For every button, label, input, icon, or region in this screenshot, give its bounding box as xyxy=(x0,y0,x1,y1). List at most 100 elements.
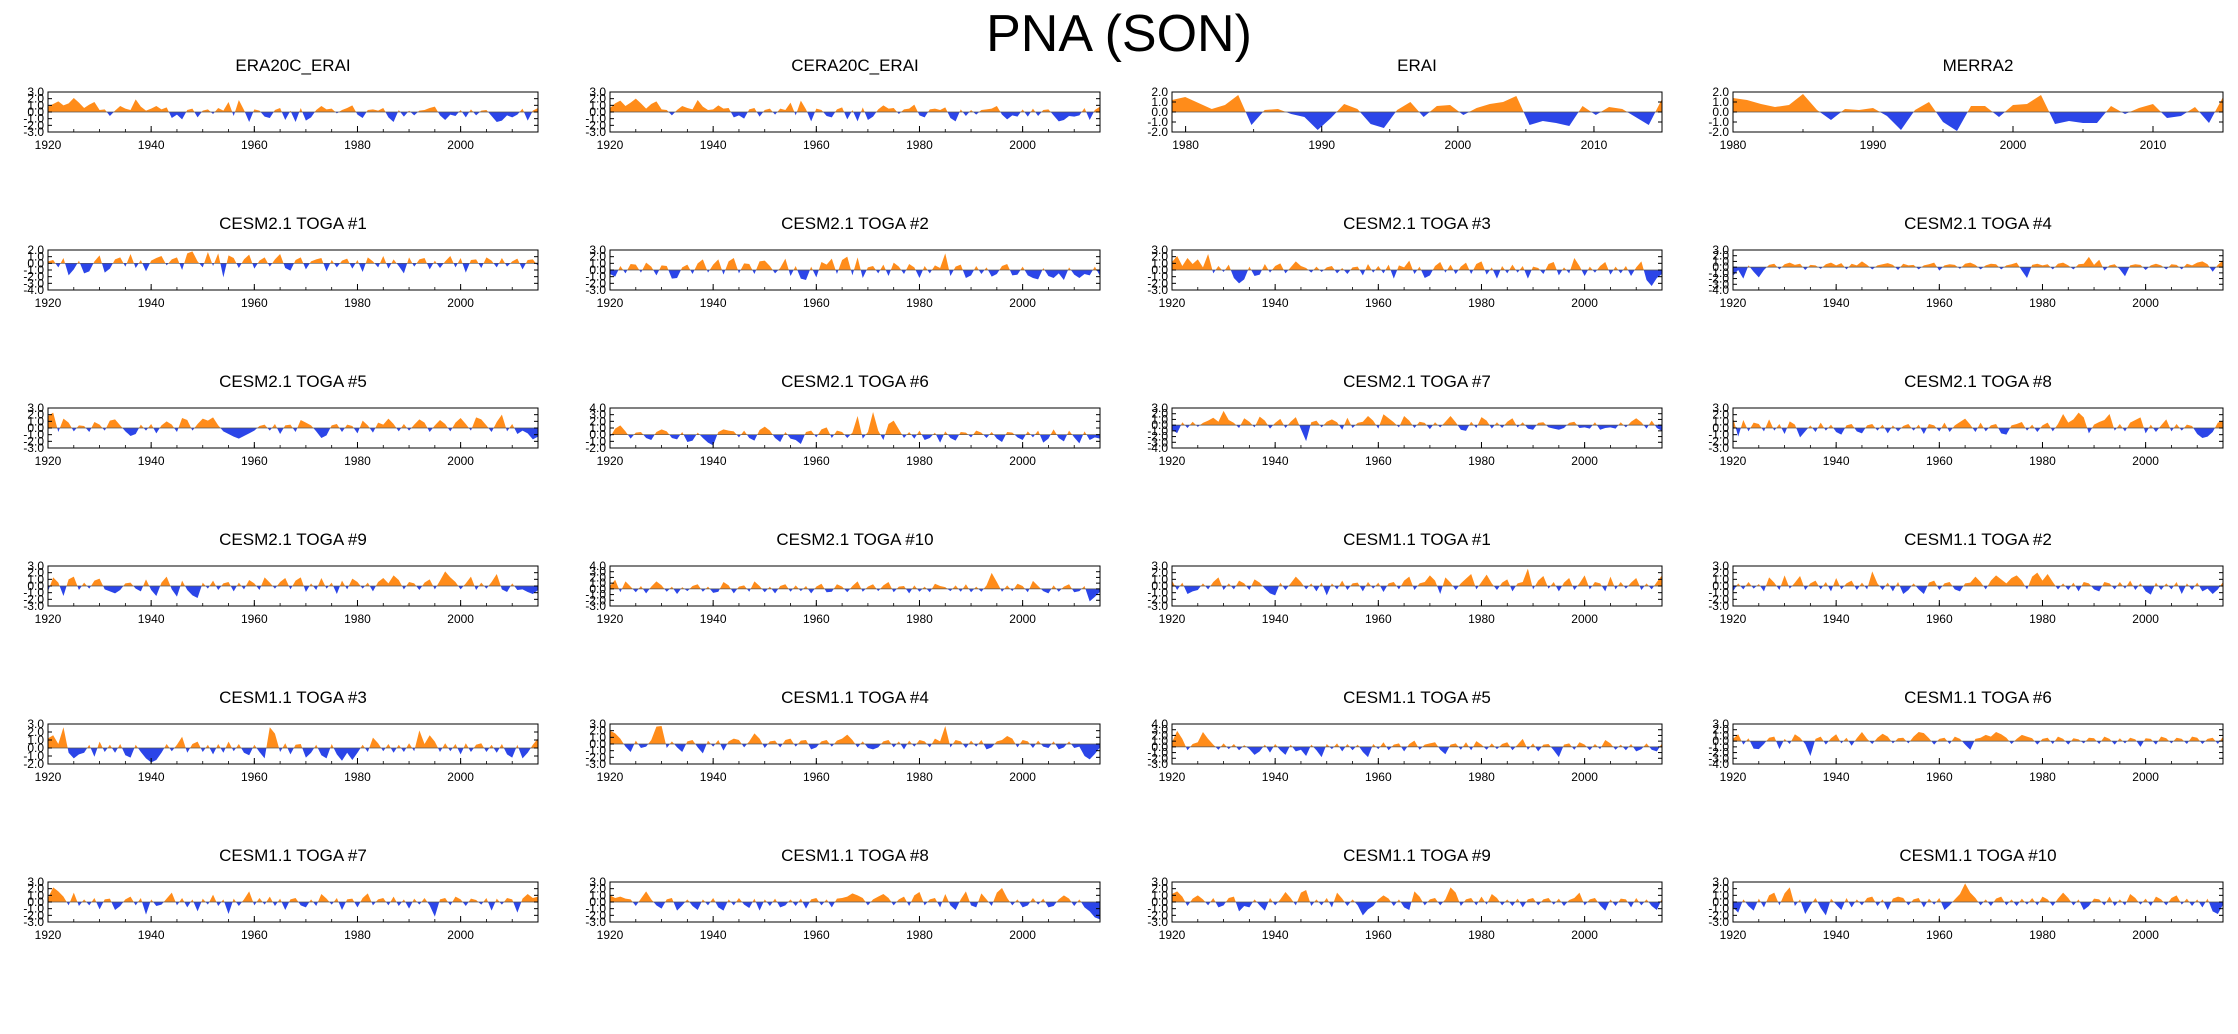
x-tick-label: 1960 xyxy=(1365,612,1392,626)
x-tick-label: 2000 xyxy=(2132,612,2159,626)
y-tick-label: -2.0 xyxy=(1147,430,1168,444)
x-tick-label: 2010 xyxy=(2140,138,2167,152)
y-tick-label: 0.0 xyxy=(1151,895,1168,909)
chart-svg: CESM2.1 TOGA #2 -3.0-2.0-1.00.01.02.03.0 1… xyxy=(585,214,1101,310)
panel-title: CESM2.1 TOGA #5 xyxy=(219,372,367,391)
y-tick-label: -1.0 xyxy=(1147,586,1168,600)
y-tick-label: 0.0 xyxy=(1712,895,1729,909)
x-tick-label: 1960 xyxy=(803,138,830,152)
y-tick-label: 3.0 xyxy=(1151,401,1168,415)
x-tick-label: 1960 xyxy=(241,612,268,626)
x-tick-label: 1980 xyxy=(1468,928,1495,942)
y-tick-label: -2.0 xyxy=(1147,592,1168,606)
y-tick-label: -2.0 xyxy=(585,908,606,922)
y-tick-label: 3.0 xyxy=(1712,875,1729,889)
y-tick-label: 4.0 xyxy=(589,401,606,415)
x-tick-label: 1980 xyxy=(344,928,371,942)
x-tick-label: 1920 xyxy=(35,138,62,152)
chart-panel: CESM2.1 TOGA #2 -3.0 -2.0 -1.0 0.0 1.0 2.0 3.0 1… xyxy=(562,214,1112,365)
negative-area xyxy=(1172,112,1662,130)
x-tick-label: 1940 xyxy=(138,770,165,784)
y-tick-label: 2.0 xyxy=(1151,85,1168,99)
y-tick-label: -1.0 xyxy=(1708,115,1729,129)
chart-panel: CESM2.1 TOGA #8 -3.0 -2.0 -1.0 0.0 1.0 2.0 3.0 1… xyxy=(1685,372,2235,523)
y-tick-label: 3.0 xyxy=(27,85,44,99)
chart-svg: CESM1.1 TOGA #7 -3.0-2.0-1.00.01.02.03.0 1… xyxy=(23,846,539,942)
x-tick-label: 1960 xyxy=(241,928,268,942)
y-tick-label: 0.0 xyxy=(27,895,44,909)
positive-area xyxy=(1172,254,1662,270)
positive-area xyxy=(610,726,1100,744)
negative-area xyxy=(48,263,538,278)
x-tick-label: 2000 xyxy=(1009,296,1036,310)
y-tick-label: 2.0 xyxy=(1712,882,1729,896)
y-tick-label: 0.0 xyxy=(27,741,44,755)
y-tick-label: 1.0 xyxy=(589,421,606,435)
x-tick-label: 1940 xyxy=(700,138,727,152)
negative-area xyxy=(1733,428,2223,438)
positive-area xyxy=(610,253,1100,270)
x-tick-label: 1960 xyxy=(803,770,830,784)
y-tick-label: 2.0 xyxy=(1712,566,1729,580)
y-tick-label: 0.0 xyxy=(1712,260,1729,274)
y-tick-label: 1.0 xyxy=(27,733,44,747)
y-tick-label: -2.0 xyxy=(585,276,606,290)
chart-panel: CESM2.1 TOGA #7 -4.0 -3.0 -2.0 -1.0 0.0 1.0 2.0… xyxy=(1124,372,1674,523)
negative-area xyxy=(1172,270,1662,286)
x-tick-label: 1980 xyxy=(906,296,933,310)
y-tick-label: -4.0 xyxy=(23,283,44,297)
negative-area xyxy=(1733,586,2223,595)
x-tick-label: 1940 xyxy=(1823,454,1850,468)
x-tick-label: 1980 xyxy=(1468,454,1495,468)
y-tick-label: -1.0 xyxy=(23,749,44,763)
y-tick-label: 2.0 xyxy=(27,725,44,739)
y-tick-label: -1.0 xyxy=(23,112,44,126)
positive-area xyxy=(610,572,1100,589)
x-tick-label: 1980 xyxy=(344,138,371,152)
y-tick-label: 1.0 xyxy=(27,98,44,112)
chart-svg: MERRA2 -2.0-1.00.01.02.0 1980 1990 2000 2010 xyxy=(1708,56,2224,152)
x-tick-label: 1980 xyxy=(344,770,371,784)
chart-svg: CESM1.1 TOGA #1 -3.0-2.0-1.00.01.02.03.0 1… xyxy=(1147,530,1663,626)
x-tick-label: 1980 xyxy=(906,770,933,784)
y-tick-label: 2.0 xyxy=(589,570,606,584)
y-tick-label: -3.0 xyxy=(1147,599,1168,613)
panel-title: CESM1.1 TOGA #10 xyxy=(1899,846,2056,865)
y-tick-label: -1.0 xyxy=(23,263,44,277)
panel-title: CESM1.1 TOGA #5 xyxy=(1343,688,1491,707)
x-tick-label: 1940 xyxy=(1262,612,1289,626)
y-tick-label: 0.0 xyxy=(1151,105,1168,119)
x-tick-label: 2000 xyxy=(447,928,474,942)
y-tick-label: 1.0 xyxy=(27,250,44,264)
y-tick-label: 1.0 xyxy=(1151,256,1168,270)
chart-svg: CESM1.1 TOGA #10 -3.0-2.0-1.00.01.02.03.0… xyxy=(1708,846,2224,942)
x-tick-label: 1920 xyxy=(1159,770,1186,784)
y-tick-label: 4.0 xyxy=(1151,717,1168,731)
y-tick-label: -2.0 xyxy=(1147,125,1168,139)
chart-panel: CESM1.1 TOGA #1 -3.0 -2.0 -1.0 0.0 1.0 2.0 3.0 1… xyxy=(1124,530,1674,681)
x-tick-label: 1920 xyxy=(1159,612,1186,626)
x-tick-label: 2000 xyxy=(1009,612,1036,626)
chart-panel: CESM1.1 TOGA #10 -3.0 -2.0 -1.0 0.0 1.0 2.0 3.0… xyxy=(1685,846,2235,997)
y-tick-label: -2.0 xyxy=(1708,125,1729,139)
x-tick-label: 1940 xyxy=(1262,928,1289,942)
y-tick-label: -3.0 xyxy=(23,915,44,929)
y-tick-label: -2.0 xyxy=(23,908,44,922)
x-tick-label: 1920 xyxy=(35,612,62,626)
x-tick-label: 1960 xyxy=(1365,296,1392,310)
x-tick-label: 1940 xyxy=(138,138,165,152)
panel-title: CESM1.1 TOGA #7 xyxy=(219,846,367,865)
y-tick-label: 4.0 xyxy=(589,559,606,573)
y-tick-label: 0.0 xyxy=(1151,740,1168,754)
x-tick-label: 1940 xyxy=(138,296,165,310)
x-tick-label: 1920 xyxy=(1720,296,1747,310)
panel-title: CESM2.1 TOGA #2 xyxy=(781,214,929,233)
y-tick-label: 3.0 xyxy=(27,717,44,731)
x-tick-label: 1980 xyxy=(2029,612,2056,626)
y-tick-label: -1.0 xyxy=(585,744,606,758)
y-tick-label: 1.0 xyxy=(589,730,606,744)
y-tick-label: 0.0 xyxy=(27,421,44,435)
y-tick-label: 2.0 xyxy=(1151,728,1168,742)
chart-svg: ERAI -2.0-1.00.01.02.0 1980 1990 2000 2010 xyxy=(1147,56,1663,152)
x-tick-label: 1980 xyxy=(1468,770,1495,784)
